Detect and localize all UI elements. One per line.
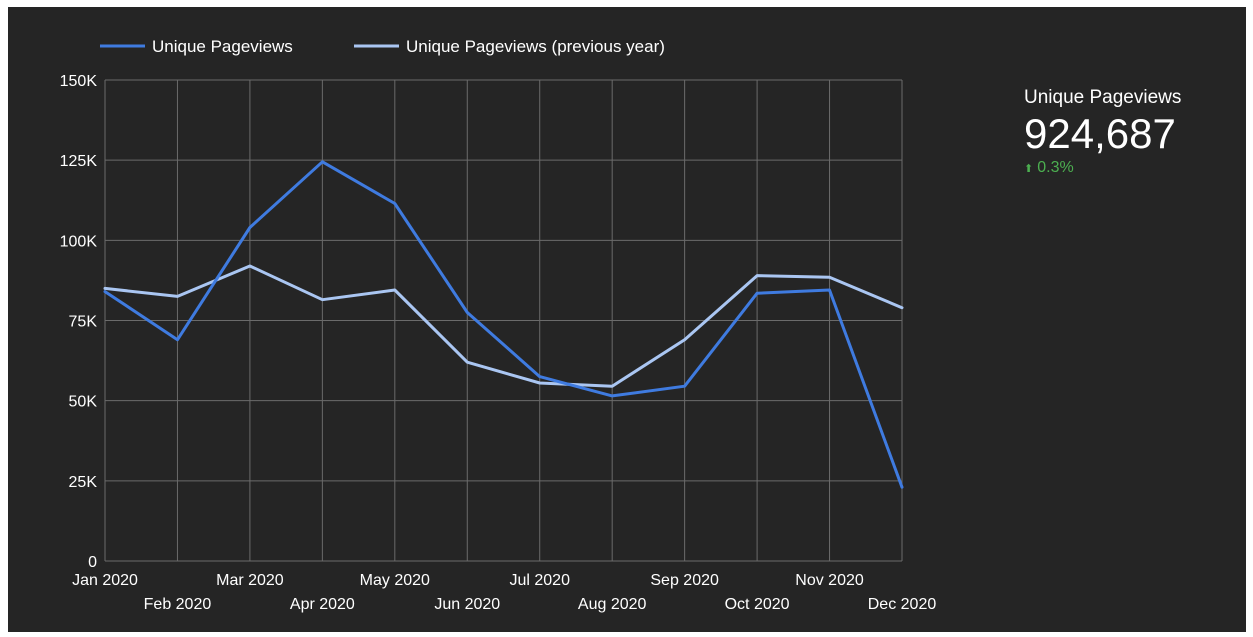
x-tick-label: Nov 2020 — [795, 572, 864, 589]
arrow-up-icon: ⬆ — [1024, 163, 1034, 175]
x-tick-label: Mar 2020 — [216, 572, 284, 589]
x-tick-label: Jul 2020 — [509, 572, 570, 589]
scorecard-delta-value: 0.3% — [1037, 159, 1074, 176]
scorecard-delta: ⬆ 0.3% — [1024, 159, 1181, 177]
x-tick-label: Apr 2020 — [290, 596, 355, 613]
x-tick-label: Aug 2020 — [578, 596, 647, 613]
legend-label: Unique Pageviews (previous year) — [406, 37, 665, 56]
y-tick-label: 25K — [69, 474, 98, 491]
series-line-previous-year — [103, 264, 904, 388]
y-tick-label: 100K — [60, 233, 98, 250]
scorecard-value: 924,687 — [1024, 110, 1176, 157]
y-tick-label: 75K — [69, 314, 98, 331]
x-tick-label: Jan 2020 — [72, 572, 138, 589]
scorecard-label: Unique Pageviews — [1024, 87, 1182, 108]
y-tick-label: 125K — [60, 153, 98, 170]
legend-label: Unique Pageviews — [152, 37, 293, 56]
x-tick-label: Jun 2020 — [434, 596, 500, 613]
scorecard: Unique Pageviews 924,687 ⬆ 0.3% — [1024, 87, 1181, 177]
x-tick-label: May 2020 — [360, 572, 430, 589]
y-tick-label: 50K — [69, 394, 98, 411]
x-tick-label: Oct 2020 — [725, 596, 790, 613]
report-panel: 0 25K 50K 75K 100K 125K 150K Jan 2020 Feb 2020 Ma… — [8, 7, 1246, 632]
x-tick-label: Feb 2020 — [144, 596, 212, 613]
x-tick-label: Sep 2020 — [650, 572, 719, 589]
series-line-current — [103, 160, 904, 489]
y-tick-label: 150K — [60, 73, 98, 90]
y-tick-label: 0 — [88, 554, 97, 571]
x-tick-label: Dec 2020 — [868, 596, 937, 613]
